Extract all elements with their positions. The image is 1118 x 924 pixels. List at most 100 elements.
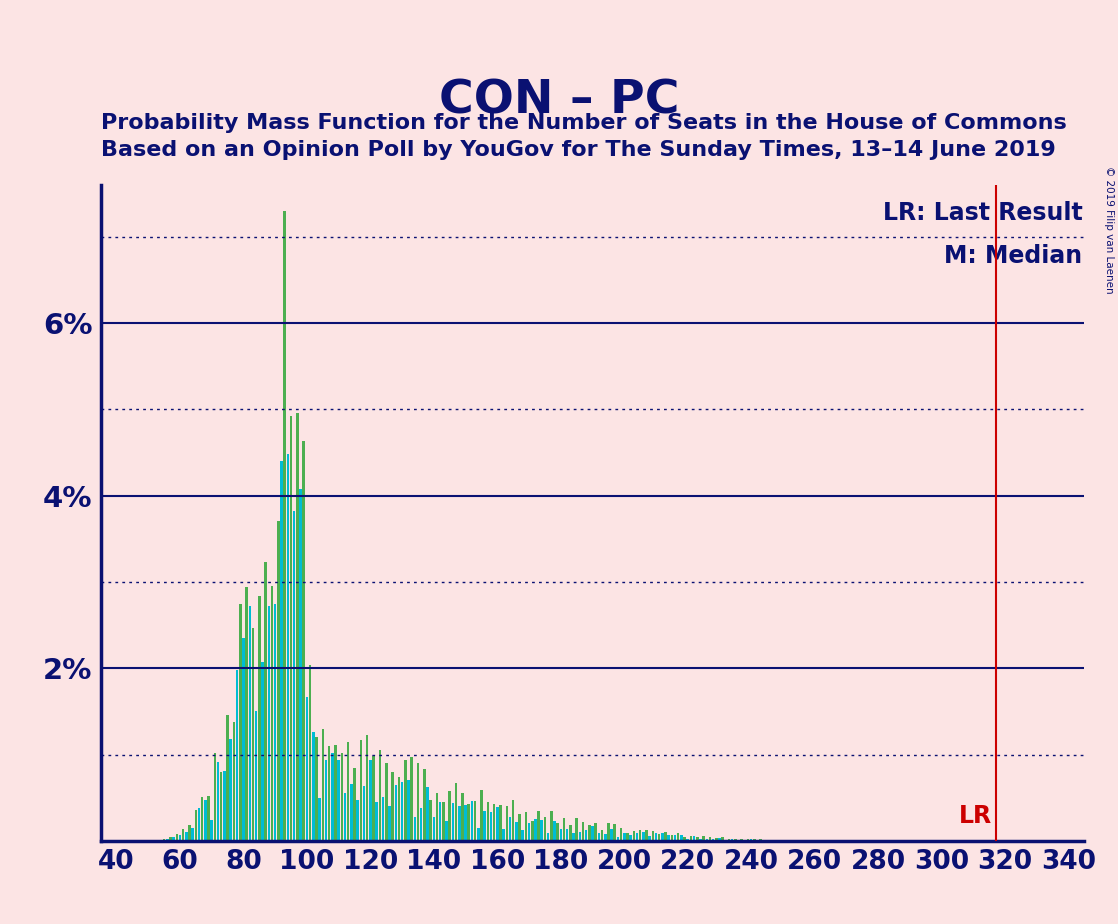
Bar	[740, 839, 743, 841]
Bar	[195, 810, 197, 841]
Bar	[645, 830, 647, 841]
Bar	[534, 820, 537, 841]
Bar	[648, 835, 651, 841]
Bar	[543, 817, 547, 841]
Bar	[629, 834, 632, 841]
Bar	[277, 521, 280, 841]
Bar	[540, 820, 543, 841]
Bar	[728, 839, 730, 841]
Bar	[598, 833, 600, 841]
Bar	[290, 416, 292, 841]
Bar	[376, 802, 378, 841]
Bar	[165, 839, 169, 841]
Bar	[500, 806, 502, 841]
Bar	[226, 714, 229, 841]
Bar	[512, 800, 514, 841]
Bar	[404, 760, 407, 841]
Bar	[286, 454, 290, 841]
Text: CON – PC: CON – PC	[438, 79, 680, 124]
Bar	[420, 808, 423, 841]
Bar	[747, 839, 749, 841]
Bar	[448, 791, 451, 841]
Bar	[445, 821, 448, 841]
Bar	[477, 828, 480, 841]
Bar	[188, 825, 191, 841]
Bar	[699, 839, 702, 841]
Text: © 2019 Filip van Laenen: © 2019 Filip van Laenen	[1105, 166, 1114, 294]
Bar	[382, 796, 385, 841]
Bar	[315, 736, 318, 841]
Bar	[486, 802, 489, 841]
Bar	[407, 781, 409, 841]
Bar	[391, 772, 394, 841]
Bar	[557, 822, 559, 841]
Bar	[626, 833, 628, 841]
Bar	[600, 830, 604, 841]
Bar	[588, 825, 590, 841]
Bar	[433, 817, 435, 841]
Bar	[245, 588, 248, 841]
Bar	[179, 835, 181, 841]
Bar	[657, 834, 661, 841]
Bar	[284, 211, 286, 841]
Bar	[595, 823, 597, 841]
Bar	[702, 836, 704, 841]
Bar	[502, 829, 505, 841]
Bar	[585, 830, 587, 841]
Bar	[439, 802, 442, 841]
Bar	[452, 803, 454, 841]
Bar	[607, 823, 609, 841]
Bar	[467, 804, 470, 841]
Bar	[338, 760, 340, 841]
Bar	[207, 796, 210, 841]
Bar	[163, 839, 165, 841]
Bar	[362, 785, 366, 841]
Bar	[262, 663, 264, 841]
Bar	[353, 769, 356, 841]
Bar	[379, 749, 381, 841]
Bar	[343, 793, 347, 841]
Bar	[636, 833, 638, 841]
Bar	[531, 821, 533, 841]
Bar	[490, 811, 492, 841]
Bar	[735, 839, 737, 841]
Bar	[576, 818, 578, 841]
Bar	[214, 753, 216, 841]
Bar	[324, 760, 328, 841]
Bar	[678, 833, 680, 841]
Bar	[233, 723, 235, 841]
Bar	[483, 811, 486, 841]
Bar	[743, 840, 746, 841]
Bar	[690, 836, 692, 841]
Bar	[509, 817, 511, 841]
Bar	[604, 834, 606, 841]
Bar	[481, 790, 483, 841]
Bar	[515, 822, 518, 841]
Bar	[417, 762, 419, 841]
Bar	[350, 784, 352, 841]
Bar	[724, 840, 727, 841]
Bar	[293, 511, 295, 841]
Bar	[471, 801, 473, 841]
Bar	[610, 829, 613, 841]
Bar	[395, 785, 397, 841]
Bar	[591, 826, 594, 841]
Bar	[633, 831, 635, 841]
Bar	[718, 838, 721, 841]
Bar	[614, 824, 616, 841]
Bar	[176, 834, 178, 841]
Bar	[385, 763, 388, 841]
Bar	[347, 742, 350, 841]
Bar	[319, 798, 321, 841]
Bar	[569, 825, 571, 841]
Bar	[410, 758, 413, 841]
Bar	[661, 833, 664, 841]
Bar	[305, 697, 309, 841]
Bar	[442, 802, 445, 841]
Bar	[524, 812, 528, 841]
Bar	[401, 782, 404, 841]
Bar	[198, 808, 200, 841]
Bar	[638, 830, 642, 841]
Text: LR: LR	[959, 804, 993, 828]
Bar	[667, 835, 670, 841]
